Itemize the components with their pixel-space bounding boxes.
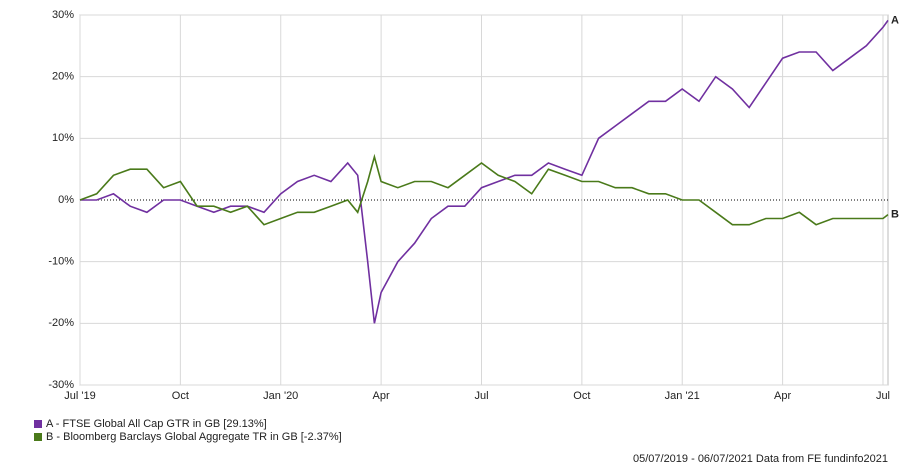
y-tick-label: 20%: [52, 71, 74, 83]
x-tick-label: Apr: [774, 390, 791, 402]
y-tick-label: -10%: [48, 256, 74, 268]
y-tick-label: 10%: [52, 132, 74, 144]
x-tick-label: Jan '21: [665, 390, 700, 402]
footer: 05/07/2019 - 06/07/2021 Data from FE fun…: [633, 453, 888, 465]
plot-frame: [79, 14, 889, 386]
legend-label: B - Bloomberg Barclays Global Aggregate …: [46, 431, 342, 443]
y-tick-label: 0%: [58, 194, 74, 206]
y-tick-label: 30%: [52, 9, 74, 21]
series-line: [79, 153, 889, 226]
x-tick-label: Oct: [573, 390, 590, 402]
x-tick-label: Jul: [474, 390, 488, 402]
x-tick-label: Apr: [373, 390, 390, 402]
series-end-label: A: [891, 14, 899, 26]
series-line: [80, 19, 889, 324]
y-tick-label: -30%: [48, 379, 74, 391]
legend-swatch: [34, 433, 42, 441]
series-end-label: B: [891, 209, 899, 221]
x-tick-label: Jan '20: [263, 390, 298, 402]
x-tick-label: Jul: [876, 390, 890, 402]
x-tick-label: Oct: [172, 390, 189, 402]
x-tick-label: Jul '19: [64, 390, 95, 402]
y-tick-label: -20%: [48, 317, 74, 329]
legend-label: A - FTSE Global All Cap GTR in GB [29.13…: [46, 418, 267, 430]
legend-swatch: [34, 420, 42, 428]
